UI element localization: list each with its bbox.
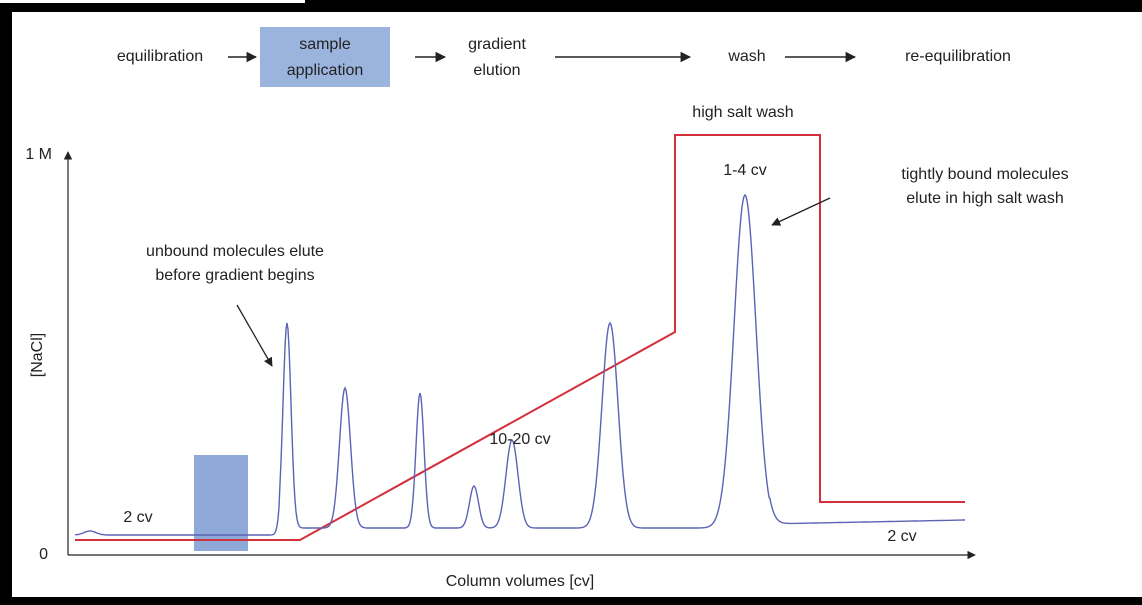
annotation: unbound molecules elute [146,243,324,260]
arrow [771,197,831,226]
annotation: 2 cv [887,528,916,545]
absorbance-trace [74,193,965,536]
y-top-label: 1 M [25,146,52,163]
frame [305,0,1142,12]
annotation: tightly bound molecules [901,166,1068,183]
x-axis-label: Column volumes [cv] [446,573,595,590]
annotation: 2 cv [123,509,152,526]
step-label: equilibration [117,48,203,65]
step-label: sample [299,36,351,53]
arrow [236,304,273,367]
frame [0,597,1142,605]
y-axis-label: [NaCl] [29,333,46,377]
annotation: high salt wash [692,104,793,121]
frame [0,12,12,605]
step-box [260,27,390,87]
step-label: gradient [468,36,526,53]
step-label: elution [473,62,520,79]
annotation: 1-4 cv [723,162,767,179]
step-label: application [287,62,364,79]
annotation: 10-20 cv [489,431,550,448]
annotation: before gradient begins [155,267,314,284]
step-label: re-equilibration [905,48,1011,65]
sample-block [194,455,248,551]
y-bottom-label: 0 [39,546,48,563]
annotation: elute in high salt wash [906,190,1063,207]
step-label: wash [727,48,765,65]
salt-gradient [75,134,965,541]
frame [0,3,305,12]
